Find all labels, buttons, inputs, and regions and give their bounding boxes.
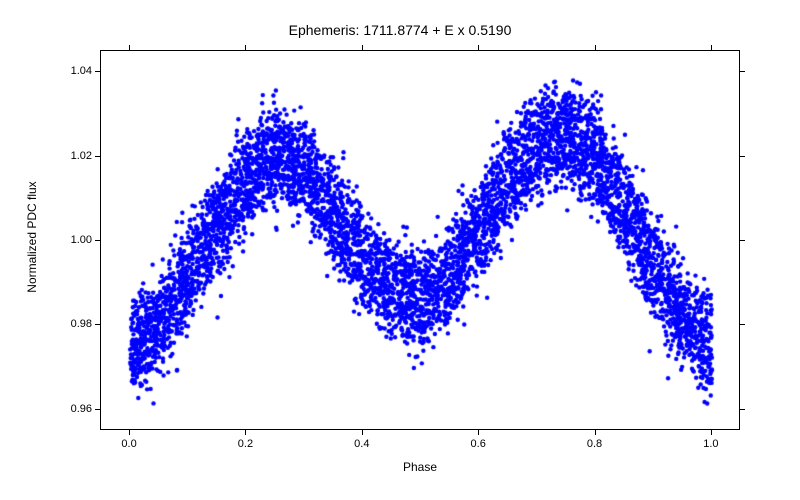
y-tick bbox=[95, 324, 100, 325]
x-tick-label: 0.6 bbox=[471, 438, 486, 450]
x-tick bbox=[711, 430, 712, 435]
scatter-canvas bbox=[101, 51, 741, 431]
x-tick-label: 0.4 bbox=[354, 438, 369, 450]
y-tick-label: 0.98 bbox=[60, 318, 92, 330]
x-tick bbox=[595, 45, 596, 50]
x-tick bbox=[595, 430, 596, 435]
y-tick bbox=[740, 156, 745, 157]
x-tick bbox=[362, 430, 363, 435]
y-tick bbox=[95, 156, 100, 157]
y-tick-label: 1.02 bbox=[60, 150, 92, 162]
x-tick bbox=[478, 430, 479, 435]
y-tick bbox=[740, 71, 745, 72]
y-tick bbox=[740, 409, 745, 410]
y-tick-label: 1.04 bbox=[60, 65, 92, 77]
x-tick bbox=[711, 45, 712, 50]
x-tick-label: 0.0 bbox=[121, 438, 136, 450]
y-axis-label: Normalized PDC flux bbox=[25, 167, 39, 307]
x-tick-label: 1.0 bbox=[703, 438, 718, 450]
y-tick bbox=[95, 409, 100, 410]
x-tick bbox=[129, 45, 130, 50]
chart-title: Ephemeris: 1711.8774 + E x 0.5190 bbox=[0, 22, 800, 38]
x-tick bbox=[478, 45, 479, 50]
y-tick bbox=[95, 240, 100, 241]
plot-area bbox=[100, 50, 740, 430]
figure: Ephemeris: 1711.8774 + E x 0.5190 Normal… bbox=[0, 0, 800, 500]
y-tick-label: 1.00 bbox=[60, 234, 92, 246]
x-tick bbox=[362, 45, 363, 50]
x-tick-label: 0.8 bbox=[587, 438, 602, 450]
y-tick bbox=[740, 324, 745, 325]
x-tick bbox=[245, 45, 246, 50]
x-tick bbox=[129, 430, 130, 435]
x-tick bbox=[245, 430, 246, 435]
x-axis-label: Phase bbox=[100, 460, 740, 474]
y-tick bbox=[95, 71, 100, 72]
y-tick-label: 0.96 bbox=[60, 403, 92, 415]
x-tick-label: 0.2 bbox=[238, 438, 253, 450]
y-tick bbox=[740, 240, 745, 241]
